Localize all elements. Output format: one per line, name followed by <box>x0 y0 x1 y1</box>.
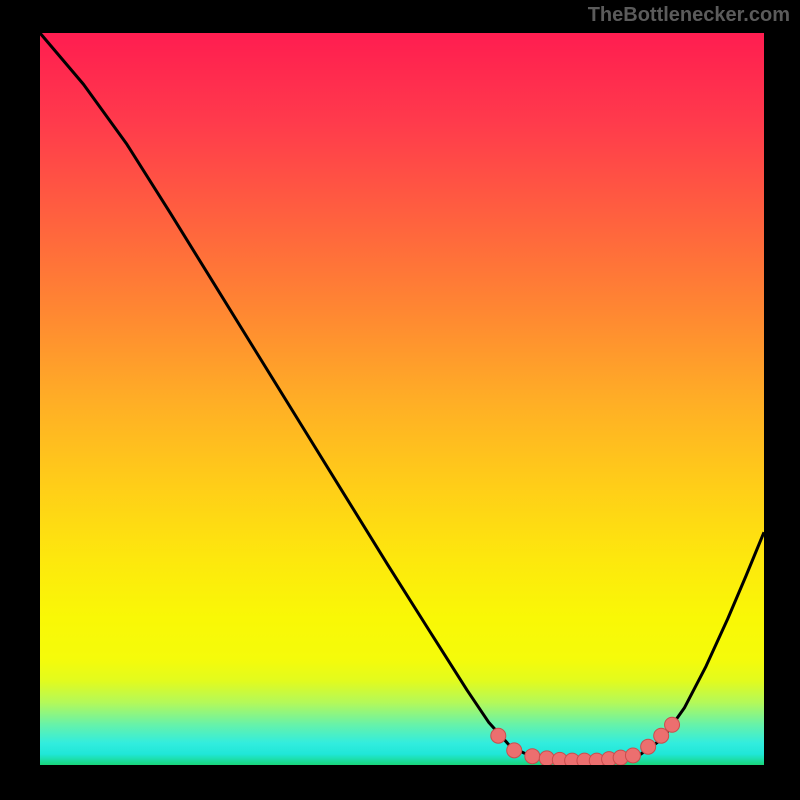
curve-marker <box>539 751 554 765</box>
attribution-text: TheBottlenecker.com <box>588 4 790 27</box>
chart-curve-layer <box>40 33 764 765</box>
curve-marker <box>625 748 640 763</box>
curve-marker <box>525 749 540 764</box>
curve-marker <box>491 728 506 743</box>
curve-marker <box>641 739 656 754</box>
chart-plot-area <box>37 30 767 768</box>
bottleneck-curve <box>40 33 764 762</box>
curve-marker <box>654 728 669 743</box>
curve-marker <box>507 743 522 758</box>
curve-marker <box>665 717 680 732</box>
